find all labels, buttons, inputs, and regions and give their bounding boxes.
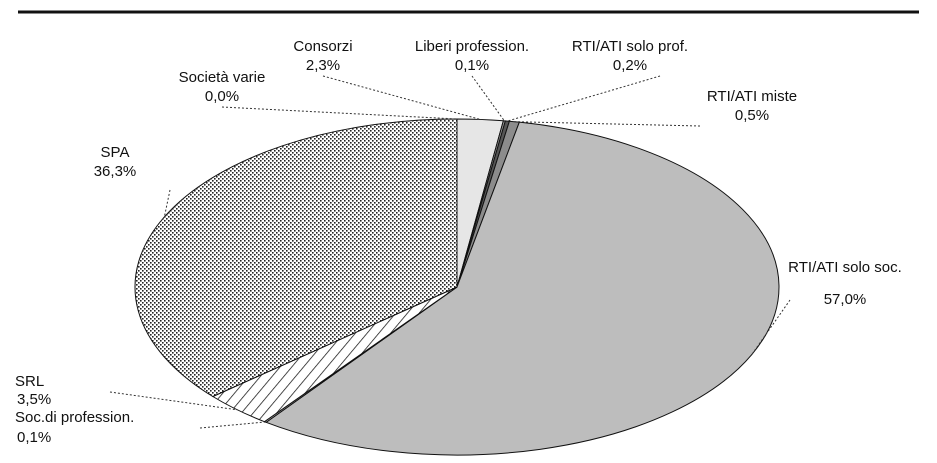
slice-label: RTI/ATI solo soc. [788,259,902,276]
leader-line [221,106,458,120]
slice-value: 0,1% [455,57,489,74]
leader-line [471,75,505,122]
slice-value: 0,5% [735,107,769,124]
leader-line [199,421,266,429]
slice-label: SPA [101,144,130,161]
pie-slice [265,121,780,456]
leader-line [163,189,171,218]
slice-label: Società varie [179,69,266,86]
slice-value: 2,3% [306,57,340,74]
leader-line [322,75,481,120]
slice-label: RTI/ATI solo prof. [572,38,688,55]
leader-line [507,75,661,122]
slice-value: 3,5% [17,391,51,408]
leader-line [109,391,238,411]
slice-label: Consorzi [293,38,352,55]
leader-line [514,121,701,127]
slice-label: RTI/ATI miste [707,88,797,105]
slice-value: 0,0% [205,88,239,105]
pie-slice [134,118,458,398]
leader-line [751,299,791,355]
slice-value: 36,3% [94,163,137,180]
slice-label: Soc.di profession. [15,409,134,426]
slice-value: 0,1% [17,429,51,446]
slice-label: SRL [15,373,44,390]
slice-label: Liberi profession. [415,38,529,55]
slice-value: 0,2% [613,57,647,74]
slice-value: 57,0% [824,291,867,308]
